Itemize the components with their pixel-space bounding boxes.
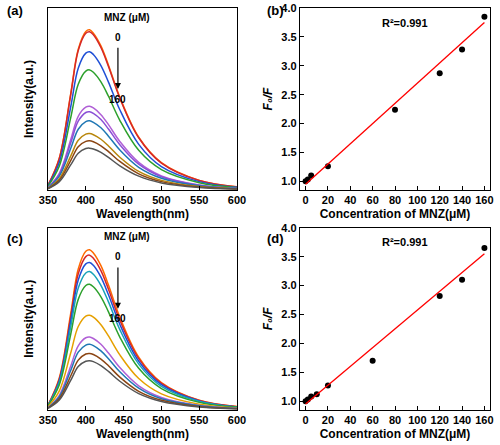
svg-text:2.0: 2.0 [281,117,296,129]
svg-text:2.0: 2.0 [281,337,296,349]
svg-text:3.0: 3.0 [281,279,296,291]
svg-text:(d): (d) [267,231,284,246]
svg-text:160: 160 [109,313,126,324]
svg-text:Concentration of MNZ(μM): Concentration of MNZ(μM) [320,207,471,221]
svg-text:F₀/F: F₀/F [261,87,275,110]
svg-text:1.0: 1.0 [281,395,296,407]
svg-text:F₀/F: F₀/F [261,307,275,330]
svg-text:Concentration of MNZ(μM): Concentration of MNZ(μM) [320,427,471,441]
svg-text:140: 140 [453,414,471,426]
svg-text:40: 40 [344,194,356,206]
svg-text:160: 160 [109,94,126,105]
svg-text:60: 60 [367,414,379,426]
svg-text:0: 0 [115,32,121,43]
svg-text:Wavelength(nm): Wavelength(nm) [96,207,189,221]
svg-text:2.5: 2.5 [281,308,296,320]
svg-text:100: 100 [408,414,426,426]
svg-text:600: 600 [228,414,246,426]
svg-text:3.5: 3.5 [281,251,296,263]
svg-text:80: 80 [389,194,401,206]
svg-text:3.0: 3.0 [281,60,296,72]
svg-text:450: 450 [114,194,132,206]
svg-text:450: 450 [114,414,132,426]
svg-text:500: 500 [152,414,170,426]
svg-text:120: 120 [431,194,449,206]
svg-text:R²=0.991: R²=0.991 [382,236,428,248]
svg-text:140: 140 [453,194,471,206]
svg-text:120: 120 [431,414,449,426]
svg-text:0: 0 [303,194,309,206]
svg-text:4.0: 4.0 [281,2,296,14]
svg-text:MNZ (μM): MNZ (μM) [104,231,150,242]
svg-text:(a): (a) [7,3,23,18]
svg-text:40: 40 [344,414,356,426]
svg-text:0: 0 [115,251,121,262]
svg-text:100: 100 [408,194,426,206]
svg-text:60: 60 [367,194,379,206]
svg-text:4.0: 4.0 [281,222,296,234]
svg-text:Intensity(a.u.): Intensity(a.u.) [22,60,36,138]
svg-text:500: 500 [152,194,170,206]
svg-text:1.0: 1.0 [281,175,296,187]
svg-text:160: 160 [475,194,493,206]
svg-text:(b): (b) [267,3,284,18]
svg-text:550: 550 [190,194,208,206]
svg-text:400: 400 [77,414,95,426]
svg-text:R²=0.991: R²=0.991 [382,17,428,29]
svg-text:1.5: 1.5 [281,146,296,158]
svg-text:350: 350 [39,414,57,426]
svg-text:160: 160 [475,414,493,426]
svg-text:80: 80 [389,414,401,426]
svg-text:20: 20 [322,194,334,206]
svg-text:350: 350 [39,194,57,206]
svg-text:1.5: 1.5 [281,366,296,378]
svg-text:0: 0 [303,414,309,426]
svg-text:MNZ (μM): MNZ (μM) [104,12,150,23]
svg-text:550: 550 [190,414,208,426]
svg-text:20: 20 [322,414,334,426]
svg-text:2.5: 2.5 [281,89,296,101]
svg-text:600: 600 [228,194,246,206]
svg-text:3.5: 3.5 [281,31,296,43]
svg-text:Intensity(a.u.): Intensity(a.u.) [22,280,36,358]
svg-text:Wavelength(nm): Wavelength(nm) [96,427,189,441]
svg-text:(c): (c) [7,231,23,246]
svg-text:400: 400 [77,194,95,206]
